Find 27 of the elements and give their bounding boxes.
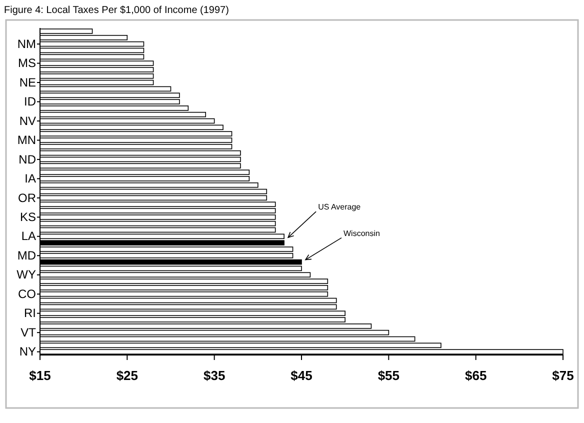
x-tick-label: $75 <box>552 368 574 383</box>
annotation: US Average <box>318 202 362 212</box>
annotation: Wisconsin <box>344 228 380 238</box>
y-tick-label: NV <box>19 114 36 128</box>
x-tick-label: $65 <box>464 368 487 383</box>
y-tick-label: WY <box>16 268 36 282</box>
x-tick-label: $45 <box>290 368 312 383</box>
chart-title: Figure 4: Local Taxes Per $1,000 of Income (1997) <box>4 5 229 16</box>
x-tick-label: $55 <box>378 368 400 383</box>
x-tick-label: $25 <box>116 368 138 383</box>
x-tick-label: $35 <box>203 368 226 383</box>
y-tick-label: VT <box>20 325 37 340</box>
y-tick-label: MS <box>18 56 36 70</box>
y-tick-label: LA <box>21 229 36 244</box>
y-tick-label: ND <box>18 152 36 166</box>
y-tick-label: RI <box>24 306 36 320</box>
y-tick-label: NM <box>17 36 36 51</box>
y-tick-label: IA <box>24 172 36 186</box>
y-tick-label: MD <box>17 248 36 262</box>
x-tick-label: $15 <box>29 368 51 383</box>
y-tick-label: NY <box>19 344 36 359</box>
y-tick-label: CO <box>18 286 36 301</box>
y-tick-label: ID <box>24 94 36 109</box>
y-tick-label: OR <box>18 190 36 205</box>
y-tick-label: KS <box>20 210 36 224</box>
y-tick-label: NE <box>19 75 36 90</box>
y-tick-label: MN <box>17 133 36 148</box>
